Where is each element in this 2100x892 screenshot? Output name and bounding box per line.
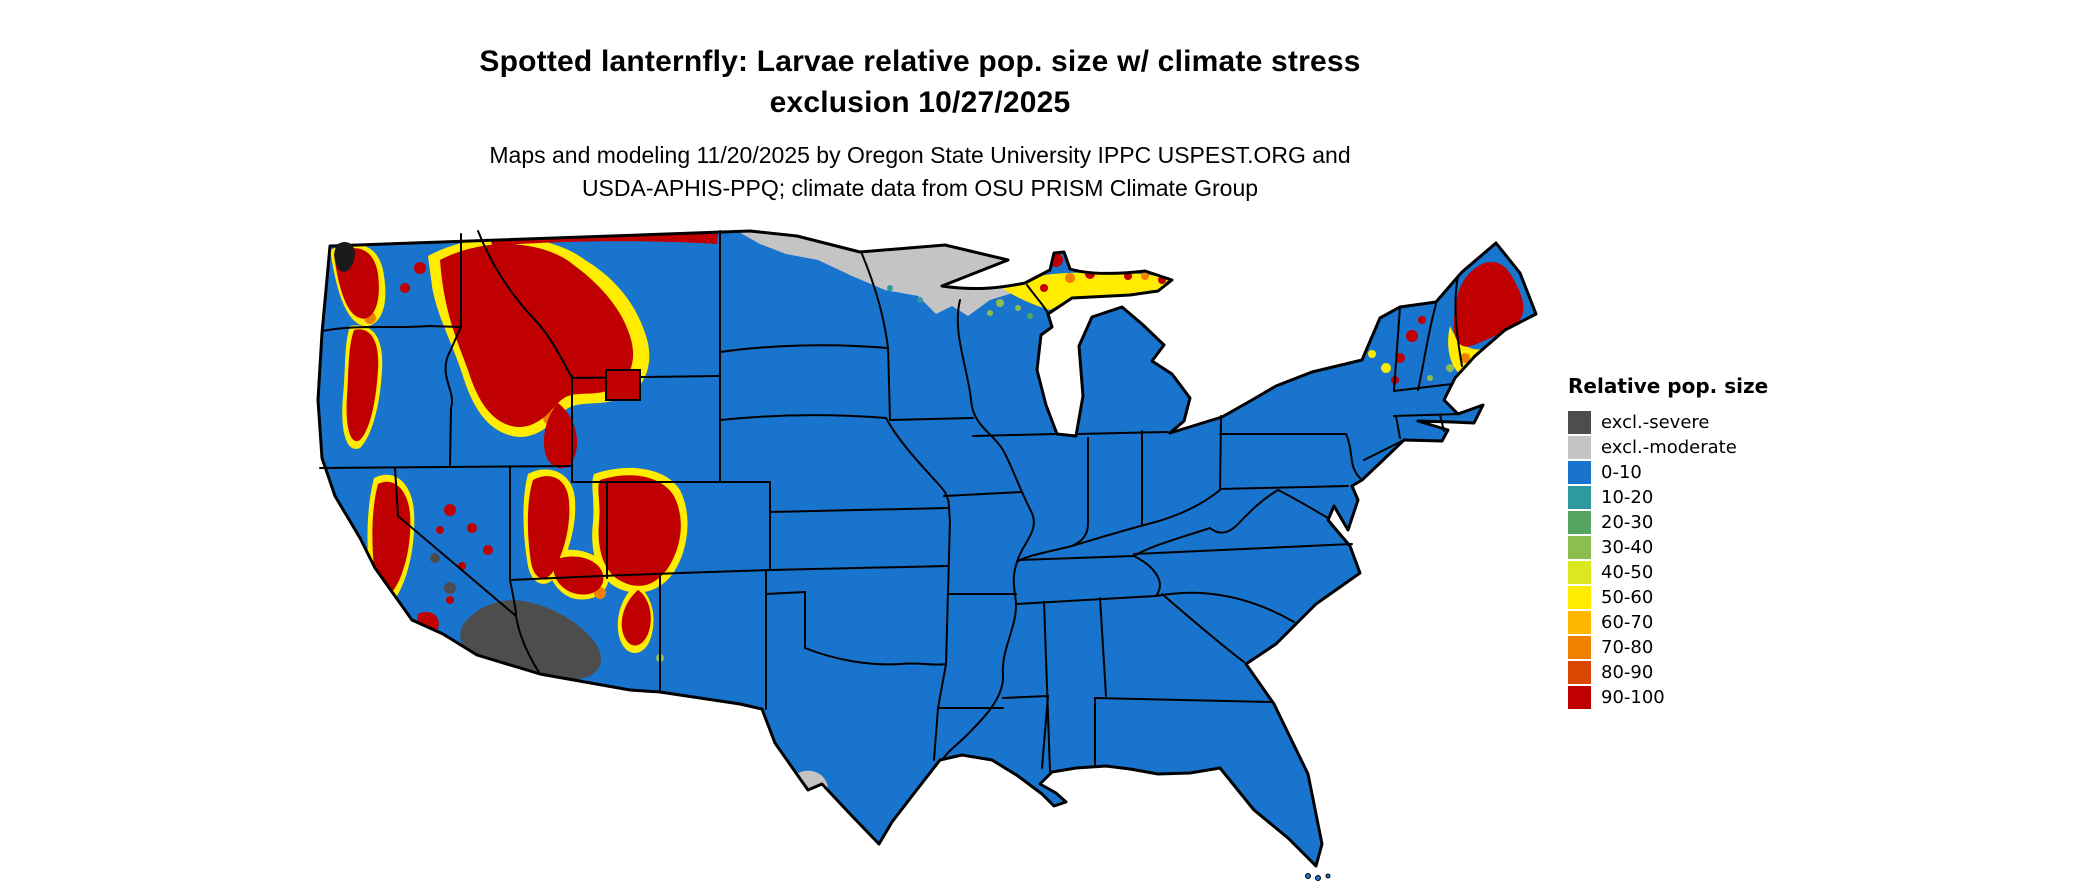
title-line2: exclusion 10/27/2025 — [769, 85, 1071, 119]
legend: Relative pop. size excl.-severe excl.-mo… — [1568, 374, 1848, 710]
map-highest-risk-region — [334, 234, 1524, 646]
yellowstone-park-outline — [605, 369, 641, 401]
title-line1: Spotted lanternfly: Larvae relative pop.… — [479, 45, 1361, 79]
us-map-container — [300, 228, 1540, 888]
us-map — [316, 229, 1538, 881]
legend-item: 40-50 — [1568, 560, 1848, 585]
map-national-outline — [316, 229, 1538, 868]
legend-title: Relative pop. size — [1568, 374, 1769, 398]
legend-item: 10-20 — [1568, 485, 1848, 510]
subtitle-line1: Maps and modeling 11/20/2025 by Oregon S… — [489, 142, 1351, 168]
legend-item: 80-90 — [1568, 660, 1848, 685]
legend-swatch-70-80 — [1568, 636, 1591, 659]
legend-swatch-80-90 — [1568, 661, 1591, 684]
legend-item: 20-30 — [1568, 510, 1848, 535]
legend-swatch-30-40 — [1568, 536, 1591, 559]
page-subtitle: Maps and modeling 11/20/2025 by Oregon S… — [0, 139, 1840, 206]
legend-swatch-20-30 — [1568, 511, 1591, 534]
legend-item: excl.-moderate — [1568, 435, 1848, 460]
legend-item: 70-80 — [1568, 635, 1848, 660]
subtitle-line2: USDA-APHIS-PPQ; climate data from OSU PR… — [581, 175, 1259, 202]
legend-swatch-90-100 — [1568, 686, 1591, 709]
map-state-borders — [319, 230, 1463, 772]
legend-item: 50-60 — [1568, 585, 1848, 610]
legend-item: 60-70 — [1568, 610, 1848, 635]
legend-swatch-10-20 — [1568, 486, 1591, 509]
legend-item: excl.-severe — [1568, 410, 1848, 435]
legend-swatch-excl-moderate — [1568, 436, 1591, 459]
legend-item: 90-100 — [1568, 685, 1848, 710]
legend-item: 30-40 — [1568, 535, 1848, 560]
legend-swatch-excl-severe — [1568, 411, 1591, 434]
page-title: Spotted lanternfly: Larvae relative pop.… — [0, 42, 1840, 123]
legend-swatch-40-50 — [1568, 561, 1591, 584]
florida-keys — [1305, 873, 1331, 881]
puget-sound-detail — [334, 241, 355, 272]
legend-swatch-60-70 — [1568, 611, 1591, 634]
legend-swatch-0-10 — [1568, 461, 1591, 484]
legend-swatch-50-60 — [1568, 586, 1591, 609]
legend-item: 0-10 — [1568, 460, 1848, 485]
